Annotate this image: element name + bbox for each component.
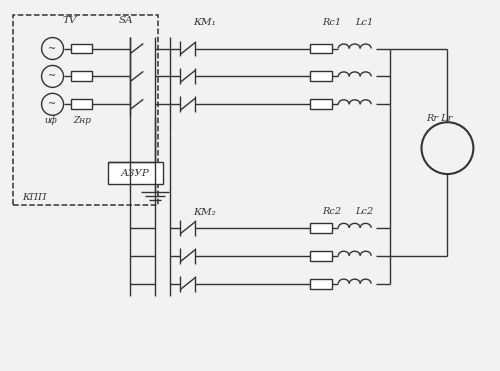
Text: SA: SA [118, 16, 133, 25]
Bar [310, 223, 332, 233]
Text: КПП: КПП [22, 193, 47, 202]
Text: Rс2: Rс2 [322, 207, 341, 216]
Bar [310, 72, 332, 81]
Bar [108, 162, 163, 184]
Bar [310, 279, 332, 289]
Text: ~: ~ [48, 99, 56, 109]
Text: Rr Lr: Rr Lr [426, 114, 452, 123]
Text: TV: TV [62, 16, 77, 25]
Text: ~: ~ [48, 43, 56, 53]
Text: АЗУР: АЗУР [121, 168, 150, 178]
Bar [310, 251, 332, 261]
Text: Lс1: Lс1 [354, 18, 373, 27]
Text: ~: ~ [48, 71, 56, 81]
Text: uф: uф [44, 116, 57, 125]
Text: Lс2: Lс2 [354, 207, 373, 216]
Bar [310, 99, 332, 109]
Text: КМ₂: КМ₂ [193, 209, 216, 217]
Bar [70, 72, 92, 81]
Bar [310, 43, 332, 53]
Text: Rс1: Rс1 [322, 18, 341, 27]
Bar [70, 43, 92, 53]
Text: КМ₁: КМ₁ [193, 18, 216, 27]
Bar [70, 99, 92, 109]
Text: Zнр: Zнр [74, 116, 92, 125]
